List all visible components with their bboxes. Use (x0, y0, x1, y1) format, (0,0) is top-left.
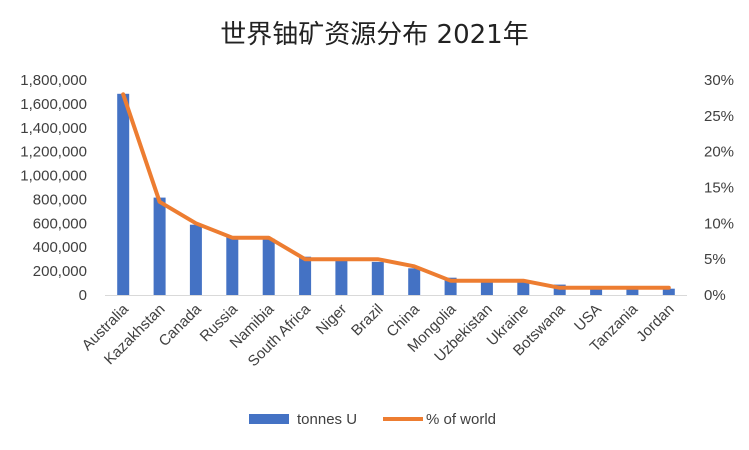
left-axis-tick: 1,200,000 (20, 144, 87, 161)
right-axis-tick: 5% (704, 251, 726, 268)
bar-canada (189, 224, 202, 295)
bar-niger (335, 257, 348, 295)
right-axis-tick: 25% (704, 108, 734, 125)
percent-of-world-line (121, 92, 671, 290)
bar-kazakhstan (153, 197, 166, 295)
left-axis-tick: 1,000,000 (20, 168, 87, 185)
legend-label-percent: % of world (426, 411, 496, 428)
chart-title: 世界铀矿资源分布 2021年 (220, 20, 529, 50)
left-axis-tick: 1,600,000 (20, 96, 87, 113)
bar-uzbekistan (480, 279, 493, 295)
left-axis-tick: 800,000 (33, 191, 87, 208)
x-axis-labels: AustraliaKazakhstanCanadaRussiaNamibiaSo… (79, 300, 678, 370)
legend-swatch-tonnes (249, 414, 289, 424)
bar-series-group (105, 93, 687, 296)
left-axis-tick: 0 (79, 287, 87, 304)
bar-usa (590, 287, 603, 295)
left-axis-labels: 0 200,000 400,000 600,000 800,000 1,000,000 1,… (20, 72, 87, 304)
bar-brazil (371, 261, 384, 295)
legend-label-tonnes: tonnes U (297, 411, 357, 428)
bar-australia (117, 93, 130, 295)
left-axis-tick: 1,400,000 (20, 120, 87, 137)
right-axis-tick: 10% (704, 215, 734, 232)
x-axis-label: Brazil (348, 301, 387, 340)
bar-russia (226, 236, 239, 295)
x-axis-label: Niger (313, 301, 350, 338)
bar-china (408, 268, 421, 295)
legend: tonnes U % of world (249, 411, 496, 428)
right-axis-tick: 30% (704, 72, 734, 89)
left-axis-tick: 200,000 (33, 263, 87, 280)
left-axis-tick: 400,000 (33, 239, 87, 256)
bar-namibia (262, 238, 275, 295)
bar-jordan (662, 288, 675, 295)
bar-south-africa (299, 256, 312, 295)
left-axis-tick: 600,000 (33, 215, 87, 232)
right-axis-tick: 20% (704, 144, 734, 161)
line-series-group (121, 92, 671, 290)
right-axis-tick: 0% (704, 287, 726, 304)
x-axis-label: Jordan (633, 301, 677, 345)
bar-tanzania (626, 288, 639, 295)
bar-ukraine (517, 282, 530, 295)
left-axis-tick: 1,800,000 (20, 72, 87, 89)
right-axis-labels: 0% 5% 10% 15% 20% 25% 30% (704, 72, 734, 304)
right-axis-tick: 15% (704, 180, 734, 197)
